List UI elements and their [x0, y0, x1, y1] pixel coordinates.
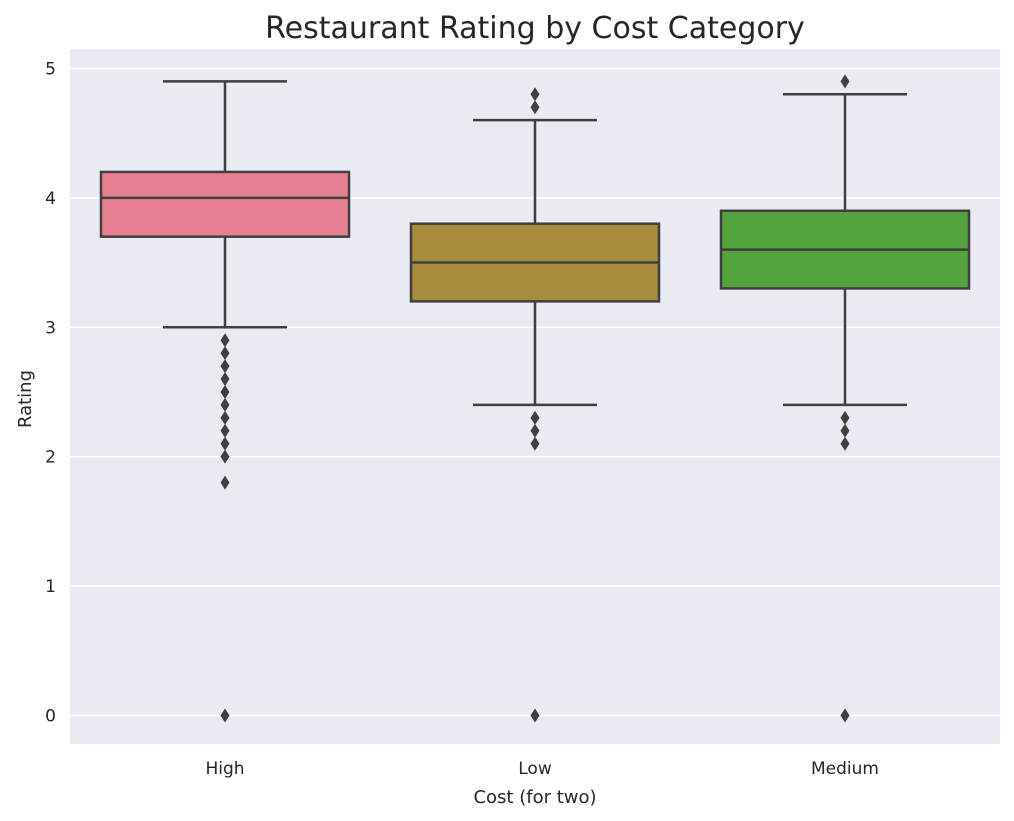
outlier-point: [530, 436, 540, 451]
outlier-point: [220, 475, 230, 490]
y-tick-labels: 0 1 2 3 4 5: [45, 59, 56, 726]
y-tick-label: 0: [45, 707, 56, 727]
x-tick-label: Medium: [811, 759, 879, 779]
outlier-point: [220, 708, 230, 723]
box-series: [99, 74, 971, 723]
box-low: [409, 87, 661, 723]
outlier-point: [220, 333, 230, 348]
y-tick-label: 1: [45, 577, 56, 597]
outlier-point: [840, 436, 850, 451]
x-tick-label: Low: [518, 759, 552, 779]
outlier-point: [840, 74, 850, 89]
y-tick-label: 5: [45, 59, 56, 79]
outlier-point: [220, 397, 230, 412]
outlier-point: [530, 87, 540, 102]
outlier-point: [530, 410, 540, 425]
chart-title: Restaurant Rating by Cost Category: [265, 11, 805, 46]
y-tick-label: 2: [45, 448, 56, 468]
outlier-point: [840, 423, 850, 438]
outlier-point: [840, 708, 850, 723]
outlier-point: [840, 410, 850, 425]
box-high: [99, 80, 351, 723]
outlier-point: [530, 423, 540, 438]
outlier-point: [220, 359, 230, 374]
outlier-point: [530, 708, 540, 723]
y-axis-label: Rating: [15, 370, 36, 428]
y-tick-label: 3: [45, 318, 56, 338]
box-medium: [719, 74, 971, 723]
x-tick-labels: High Low Medium: [205, 759, 879, 779]
outlier-point: [530, 100, 540, 115]
box-iqr: [99, 170, 351, 238]
x-axis-label: Cost (for two): [473, 787, 596, 808]
outlier-point: [220, 423, 230, 438]
x-tick-label: High: [205, 759, 244, 779]
outlier-point: [220, 384, 230, 399]
outlier-point: [220, 436, 230, 451]
outlier-point: [220, 372, 230, 387]
outlier-point: [220, 410, 230, 425]
y-tick-label: 4: [45, 189, 56, 209]
outlier-point: [220, 346, 230, 361]
outlier-point: [220, 449, 230, 464]
